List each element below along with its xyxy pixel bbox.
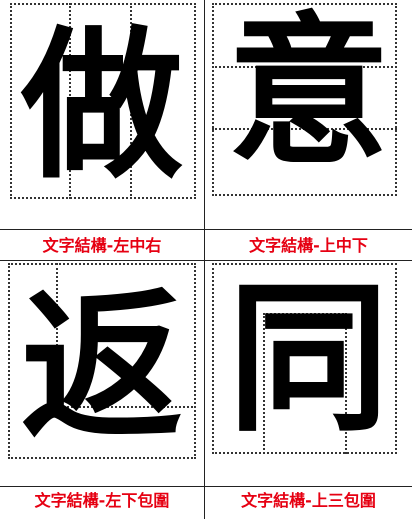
guide-line-vertical: [263, 313, 265, 454]
character-card-tong: 同 文字結構-上三包圍: [205, 261, 412, 519]
character-glyph: 返: [21, 274, 183, 462]
character-card-yi: 意 文字結構-上中下: [205, 0, 412, 260]
guide-line-vertical: [56, 263, 58, 406]
guide-line-horizontal: [212, 128, 397, 130]
guide-frame: [212, 3, 397, 196]
character-glyph: 意: [227, 0, 390, 187]
column-divider: [204, 0, 205, 519]
row-divider: [0, 260, 412, 261]
structure-label: 文字結構-左中右: [42, 236, 162, 255]
structure-label: 文字結構-左下包圍: [34, 491, 170, 510]
structure-label: 文字結構-上三包圍: [241, 491, 376, 510]
guide-frame: [10, 3, 196, 199]
guide-line-horizontal: [212, 66, 397, 68]
character-glyph: 做: [21, 13, 183, 201]
row-divider: [0, 229, 412, 230]
guide-line-vertical: [130, 3, 132, 199]
structure-label: 文字結構-上中下: [249, 236, 368, 255]
row-divider: [0, 486, 412, 487]
guide-line-horizontal: [263, 313, 347, 315]
guide-frame: [8, 263, 196, 459]
character-card-zuo: 做 文字結構-左中右: [0, 0, 204, 260]
guide-frame: [212, 263, 397, 454]
character-glyph: 同: [227, 266, 390, 454]
guide-line-vertical: [345, 313, 347, 454]
guide-line-horizontal: [56, 406, 196, 408]
character-card-fan: 返 文字結構-左下包圍: [0, 261, 204, 519]
guide-line-vertical: [69, 3, 71, 199]
